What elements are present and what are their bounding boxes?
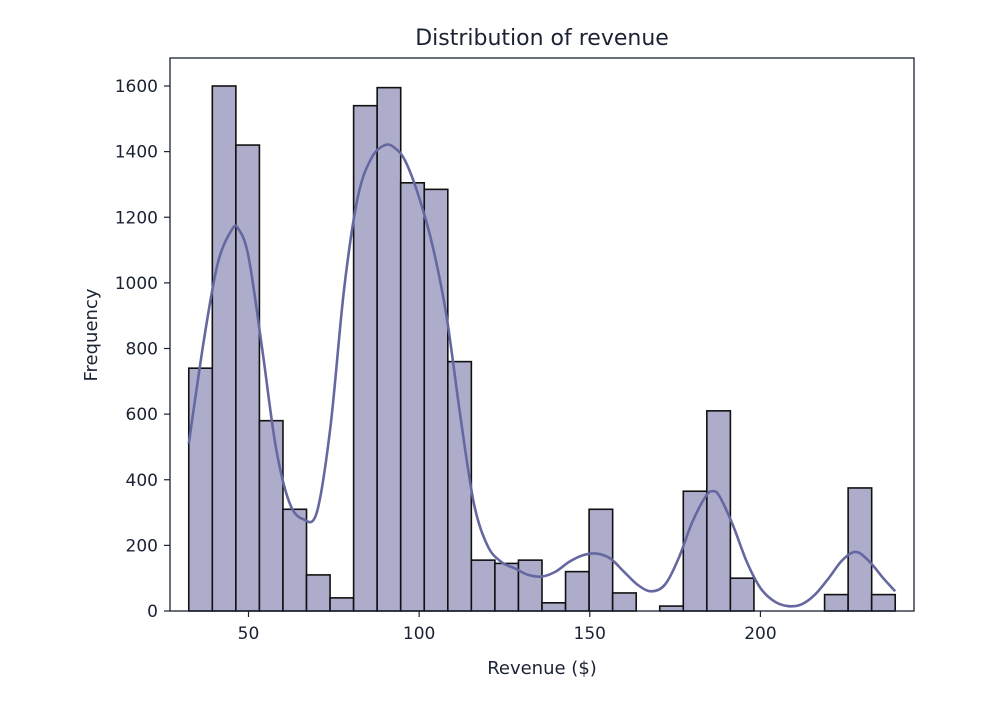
x-axis: 50 100 150 200 [238, 611, 777, 644]
y-tick-label: 800 [126, 340, 158, 360]
histogram-bar [823, 593, 849, 612]
histogram-bar [187, 367, 214, 612]
histogram-bar [447, 360, 473, 612]
histogram-bar [211, 85, 237, 612]
y-tick-label: 0 [147, 602, 158, 622]
chart-title: Distribution of revenue [415, 26, 669, 51]
histogram-bar [729, 577, 755, 612]
kde-curve [187, 143, 897, 608]
histogram-bar [470, 559, 496, 612]
histogram-bar [258, 419, 284, 612]
x-tick-label: 50 [238, 624, 260, 644]
y-tick-label: 1600 [115, 77, 158, 97]
histogram-bar [352, 104, 378, 612]
histogram-bar [494, 562, 520, 612]
histogram-bar [564, 570, 590, 612]
histogram-bar [541, 601, 567, 612]
plot-frame [169, 57, 915, 612]
histogram-bar [282, 508, 308, 612]
y-axis: 0 200 400 600 800 1000 1200 1400 1600 [115, 77, 170, 622]
histogram-bar [658, 605, 685, 612]
y-tick-label: 1000 [115, 274, 158, 294]
bars-group [187, 85, 897, 612]
y-tick-label: 200 [126, 536, 158, 556]
histogram-bar [305, 574, 331, 612]
x-tick-label: 200 [744, 624, 776, 644]
histogram-bar [682, 490, 708, 612]
y-axis-label: Frequency [81, 288, 102, 381]
histogram-bar [376, 86, 402, 612]
histogram-bar [870, 593, 897, 612]
y-tick-label: 400 [126, 471, 158, 491]
x-tick-label: 150 [574, 624, 606, 644]
y-tick-label: 1400 [115, 143, 158, 163]
histogram-bar [235, 144, 261, 612]
histogram-bar [399, 181, 426, 612]
y-tick-label: 1200 [115, 208, 158, 228]
histogram-bar [423, 188, 449, 612]
histogram-bar [588, 508, 614, 612]
histogram-bar [517, 559, 543, 612]
histogram-bar [329, 597, 355, 612]
histogram-bar [611, 592, 637, 612]
histogram-bar [847, 487, 873, 612]
x-axis-label: Revenue ($) [487, 658, 597, 679]
x-tick-label: 100 [403, 624, 435, 644]
y-tick-label: 600 [126, 405, 158, 425]
